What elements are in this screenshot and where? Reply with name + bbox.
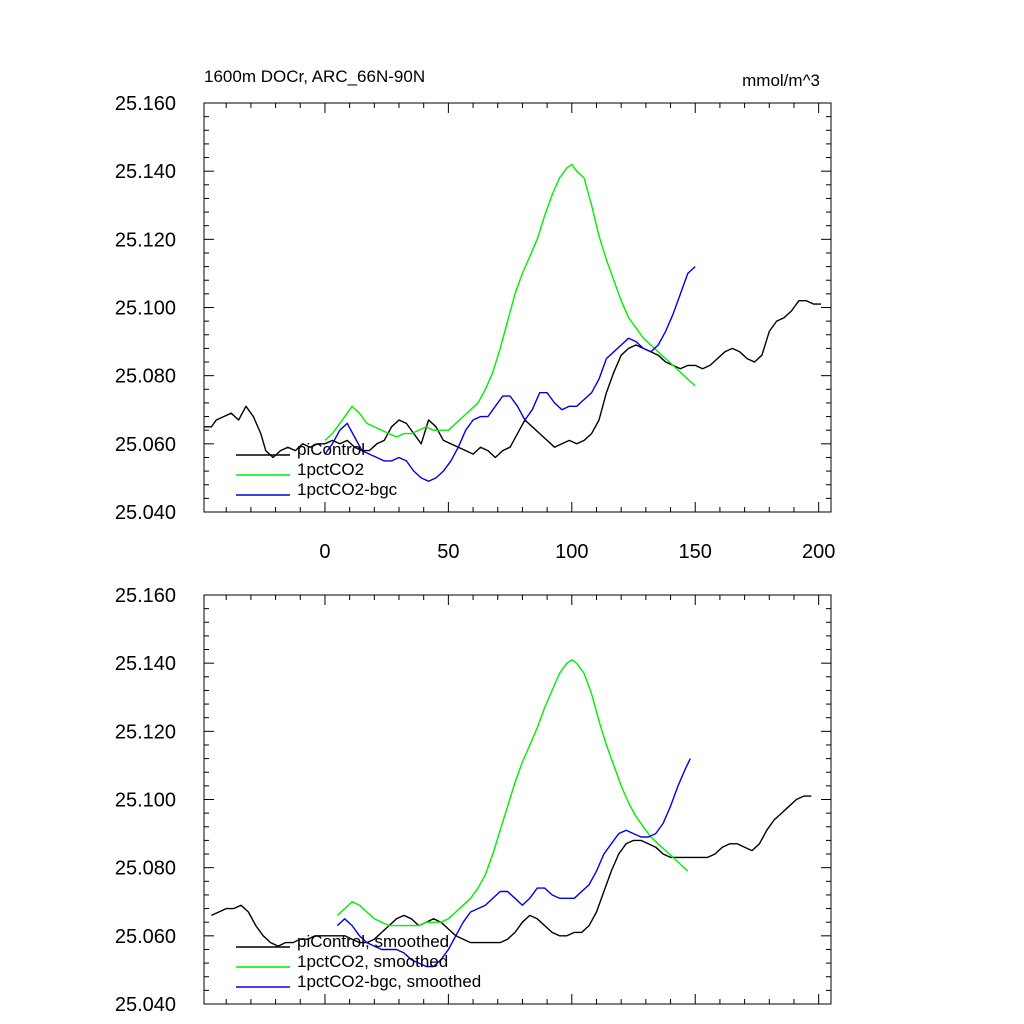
y-tick-label: 25.080 — [115, 858, 176, 880]
y-tick-label: 25.040 — [115, 994, 176, 1016]
y-tick-label: 25.040 — [115, 502, 176, 524]
panel-title-right: mmol/m^3 — [742, 71, 820, 90]
legend-label: piControl, smoothed — [297, 932, 449, 951]
y-tick-label: 25.140 — [115, 161, 176, 183]
series-line-1pctco2-bgc — [324, 266, 696, 482]
legend-label: piControl — [297, 440, 365, 459]
series-line-1pctco2 — [324, 163, 696, 441]
x-tick-label: 150 — [679, 541, 712, 563]
top-panel: 1600m DOCr, ARC_66N-90N mmol/m^3 25.040 2… — [115, 67, 836, 563]
panel-title-left: 1600m DOCr, ARC_66N-90N — [204, 67, 425, 86]
legend-label: 1pctCO2-bgc, smoothed — [297, 972, 481, 991]
y-tick-label: 25.060 — [115, 434, 176, 456]
series-line-picontrol — [204, 300, 822, 459]
y-tick-label: 25.160 — [115, 93, 176, 115]
legend-label: 1pctCO2-bgc — [297, 480, 398, 499]
series-line-1pctco2-bgc-smoothed — [336, 758, 691, 968]
x-tick-label: 50 — [437, 541, 459, 563]
x-tick-label: 100 — [555, 541, 588, 563]
x-tick-label: 0 — [319, 541, 330, 563]
legend-label: 1pctCO2 — [297, 460, 364, 479]
x-tick-label: 200 — [802, 541, 835, 563]
legend-label: 1pctCO2, smoothed — [297, 952, 448, 971]
y-tick-label: 25.080 — [115, 366, 176, 388]
y-tick-label: 25.120 — [115, 721, 176, 743]
y-tick-label: 25.060 — [115, 926, 176, 948]
y-tick-label: 25.140 — [115, 653, 176, 675]
y-tick-label: 25.100 — [115, 790, 176, 812]
y-tick-label: 25.160 — [115, 585, 176, 607]
bottom-panel: 25.040 25.060 25.080 25.100 25.120 25.140 25.1… — [115, 585, 832, 1016]
y-tick-label: 25.100 — [115, 298, 176, 320]
series-line-1pctco2-smoothed — [336, 659, 689, 927]
y-tick-label: 25.120 — [115, 229, 176, 251]
series-line-picontrol-smoothed — [211, 795, 812, 947]
